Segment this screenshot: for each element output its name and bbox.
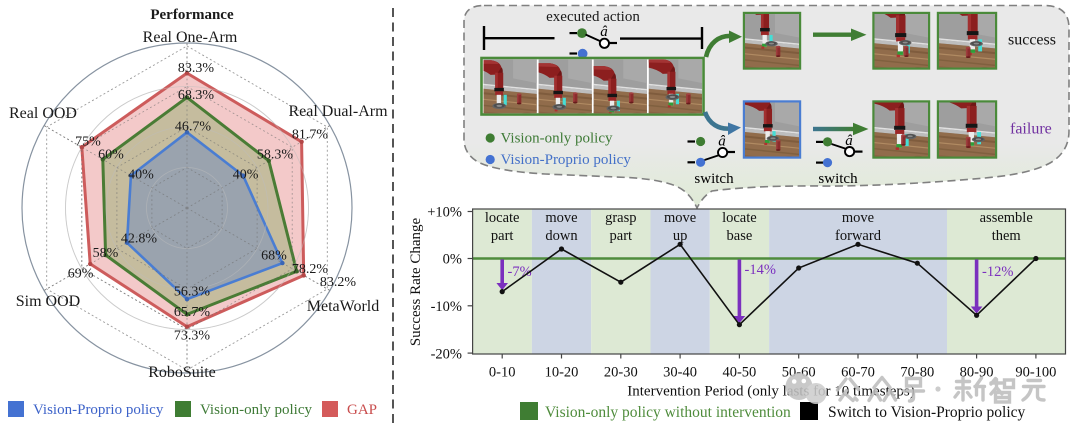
svg-text:40-50: 40-50 [722,365,756,381]
svg-text:+10%: +10% [427,205,462,221]
svg-text:Real Dual-Arm: Real Dual-Arm [288,103,388,120]
svg-text:60%: 60% [98,148,124,163]
svg-text:executed action: executed action [546,9,640,25]
svg-text:assemble: assemble [980,210,1033,226]
svg-text:-14%: -14% [745,262,776,278]
svg-text:90-100: 90-100 [1015,365,1056,381]
svg-text:-12%: -12% [982,264,1013,280]
svg-text:0-10: 0-10 [489,365,516,381]
svg-text:40%: 40% [233,168,259,183]
svg-text:switch: switch [818,171,858,187]
svg-text:81.7%: 81.7% [292,128,329,143]
svg-text:80-90: 80-90 [960,365,994,381]
svg-text:75%: 75% [75,135,101,150]
svg-text:30-40: 30-40 [663,365,697,381]
svg-text:up: up [673,228,688,244]
svg-text:83.2%: 83.2% [320,275,357,290]
svg-text:part: part [491,228,514,244]
svg-text:part: part [610,228,633,244]
svg-text:locate: locate [722,210,757,226]
svg-text:Vision-only policy without int: Vision-only policy without intervention [545,404,791,421]
svg-text:locate: locate [485,210,520,226]
svg-text:58%: 58% [93,246,119,261]
svg-text:Vision-only policy: Vision-only policy [200,402,313,418]
svg-text:60-70: 60-70 [841,365,875,381]
svg-text:68%: 68% [261,249,287,264]
svg-text:GAP: GAP [347,402,377,418]
svg-text:83.3%: 83.3% [178,61,215,76]
svg-text:switch: switch [694,171,734,187]
svg-text:-20%: -20% [431,347,462,363]
svg-text:forward: forward [835,228,882,244]
svg-text:grasp: grasp [605,210,636,226]
svg-text:Vision-Proprio policy: Vision-Proprio policy [33,402,164,418]
svg-text:68.3%: 68.3% [178,88,215,103]
svg-text:Real One-Arm: Real One-Arm [143,29,238,46]
svg-text:Success Rate Change: Success Rate Change [408,218,424,347]
svg-text:Sim OOD: Sim OOD [16,293,80,310]
svg-text:78.2%: 78.2% [292,262,329,277]
svg-text:move: move [664,210,696,226]
svg-text:RoboSuite: RoboSuite [148,364,216,381]
svg-text:â: â [600,24,608,40]
svg-text:70-80: 70-80 [900,365,934,381]
svg-text:move: move [842,210,874,226]
svg-text:â: â [845,133,853,149]
svg-text:Real OOD: Real OOD [9,105,77,122]
svg-text:failure: failure [1010,121,1052,138]
svg-text:success: success [1008,32,1056,49]
svg-text:0%: 0% [443,252,462,268]
svg-text:base: base [727,228,753,244]
svg-text:move: move [545,210,577,226]
svg-text:56.3%: 56.3% [174,285,211,300]
svg-text:Switch to Vision-Proprio polic: Switch to Vision-Proprio policy [828,404,1026,421]
svg-text:MetaWorld: MetaWorld [307,298,379,315]
svg-text:-7%: -7% [508,264,532,280]
svg-text:69%: 69% [68,267,94,282]
svg-text:65.7%: 65.7% [174,305,211,320]
svg-text:Performance: Performance [150,7,234,23]
svg-text:Vision-Proprio policy: Vision-Proprio policy [501,152,632,168]
svg-text:10-20: 10-20 [545,365,579,381]
svg-text:46.7%: 46.7% [175,120,212,135]
svg-text:Vision-only policy: Vision-only policy [501,131,614,147]
svg-text:73.3%: 73.3% [174,329,211,344]
svg-text:down: down [545,228,578,244]
svg-text:â: â [718,134,726,150]
svg-text:-10%: -10% [431,299,462,315]
svg-text:42.8%: 42.8% [121,232,158,247]
svg-text:them: them [992,228,1022,244]
svg-text:58.3%: 58.3% [257,148,294,163]
svg-text:40%: 40% [128,168,154,183]
svg-text:20-30: 20-30 [604,365,638,381]
